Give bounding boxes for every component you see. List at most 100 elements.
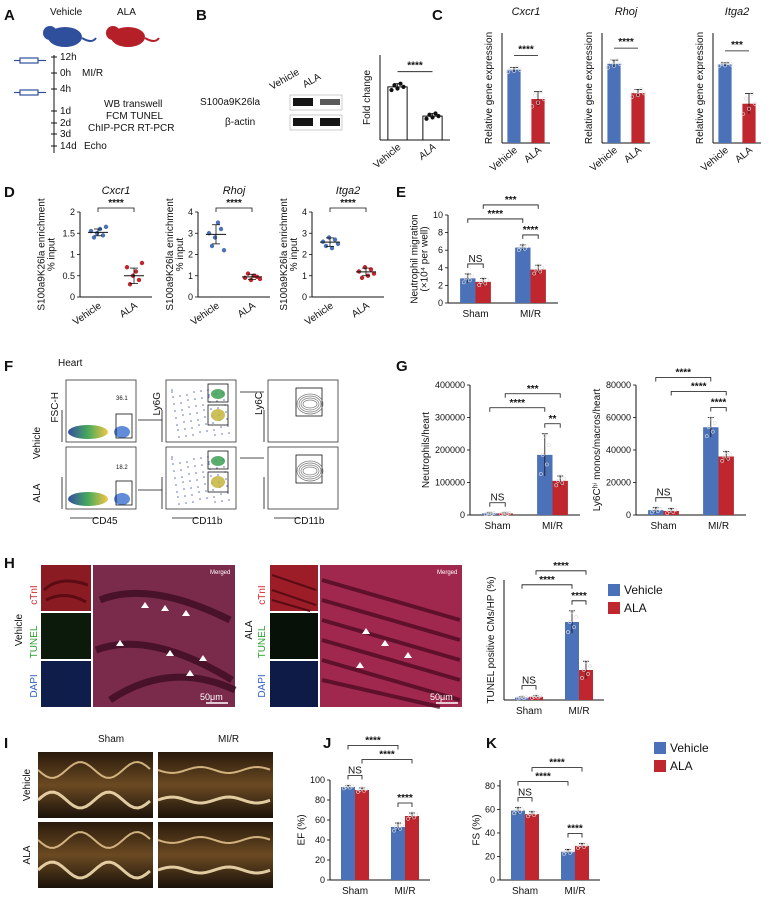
y-tick-label: 80 [485, 781, 495, 791]
echo-col-mir: MI/R [218, 734, 239, 745]
sig-label: **** [108, 198, 124, 209]
sig-bracket [531, 767, 583, 772]
timeline-time: 14d [60, 141, 77, 152]
legend2-swatch-ala [654, 760, 666, 772]
x-tick-label: ALA [522, 145, 544, 166]
assay-line-2: FCM TUNEL [106, 111, 163, 122]
sig-label: **** [553, 561, 569, 572]
flow-plots [61, 379, 339, 519]
h-ala-dapi-image [270, 661, 318, 707]
point [657, 507, 662, 511]
sig-bracket [361, 759, 413, 764]
sig-bracket [215, 207, 253, 212]
mouse-vehicle-icon [43, 26, 97, 47]
echo-image [37, 752, 153, 818]
y-tick-label: 40 [315, 835, 325, 845]
point [392, 83, 397, 88]
point [461, 280, 466, 285]
point [673, 507, 678, 512]
echo-image [157, 752, 273, 818]
point [712, 420, 717, 425]
h-veh-arrowheads [116, 602, 207, 676]
y-tick-label: 3 [188, 228, 193, 238]
point [541, 96, 547, 102]
legend-label-ala: ALA [624, 601, 647, 615]
y-tick-label: 60 [485, 804, 495, 814]
y-tick-label: 20000 [606, 478, 631, 488]
h-ala-merged-title: Merged [437, 570, 457, 576]
point [395, 86, 400, 91]
point [746, 106, 752, 111]
sig-bracket [567, 833, 583, 838]
point [139, 260, 145, 266]
point [520, 807, 524, 812]
mouse-ala-icon [106, 26, 160, 47]
point [215, 220, 221, 225]
panel-c-label: C [432, 7, 443, 24]
y-tick-label: 60 [315, 815, 325, 825]
h-veh-tunel-image [41, 613, 91, 659]
point [564, 849, 568, 854]
chart-g1: 0 100000 200000 300000 400000 Neutrophils/hea… [421, 380, 580, 532]
h-veh-ctni-image [41, 565, 91, 611]
bar [507, 69, 521, 143]
point [667, 509, 672, 513]
blot-band-ala [320, 99, 340, 105]
point [503, 510, 508, 515]
bar [405, 816, 419, 880]
x-tick-label: Vehicle [71, 300, 104, 328]
x-tick-label: MI/R [708, 521, 729, 532]
sig-bracket [347, 745, 399, 750]
point [532, 813, 536, 818]
point [465, 272, 470, 277]
y-tick-label: 8 [438, 228, 443, 238]
point [517, 67, 523, 72]
timeline-event: Echo [84, 141, 107, 152]
point [562, 476, 567, 481]
point [724, 450, 729, 454]
point [722, 63, 728, 68]
panel-i: I Sham MI/R Vehicle ALA [4, 734, 273, 888]
bar [391, 827, 405, 880]
y-axis-label: S100a9K26la enrichment [279, 198, 290, 311]
bar [531, 99, 545, 143]
point [584, 842, 588, 847]
echo-image [157, 822, 273, 888]
sig-bracket [517, 797, 533, 802]
y-tick-label: 0 [460, 510, 465, 520]
bar [552, 480, 568, 515]
flow-plot [161, 379, 237, 443]
syringe-icon-1 [14, 57, 46, 64]
arrowhead [182, 610, 190, 616]
point [530, 695, 534, 700]
point [611, 63, 617, 68]
point [708, 416, 713, 421]
point [359, 275, 365, 281]
point [323, 243, 329, 249]
arrowhead [404, 652, 412, 658]
arrowhead [381, 640, 389, 646]
point [514, 65, 520, 70]
legend2-label-ala: ALA [670, 759, 693, 773]
x-tick-label: Sham [462, 309, 488, 320]
sig-label: NS [348, 766, 362, 777]
point [536, 695, 540, 700]
panel-d-label: D [4, 184, 15, 201]
timeline-time: 3d [60, 129, 71, 140]
legend-swatch-vehicle [608, 584, 620, 596]
h-veh-tunel-label: TUNEL [29, 625, 40, 658]
point [534, 267, 539, 272]
y-tick-label: 1 [302, 271, 307, 281]
point [524, 695, 528, 700]
sig-label: NS [657, 488, 671, 499]
legend-label-vehicle: Vehicle [624, 583, 663, 597]
y-tick-label: 0 [188, 292, 193, 302]
x-tick-label: Sham [512, 886, 538, 897]
sig-label: **** [567, 824, 583, 835]
point [538, 472, 543, 476]
point [512, 811, 516, 816]
point [538, 694, 542, 699]
y-tick-label: 0 [320, 875, 325, 885]
point [398, 81, 403, 86]
group-label-vehicle: Vehicle [50, 7, 83, 18]
